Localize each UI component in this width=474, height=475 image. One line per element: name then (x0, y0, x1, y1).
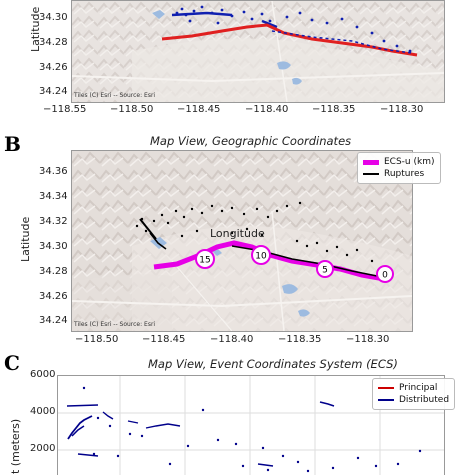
panel-a-ytick: 34.28 (39, 37, 68, 48)
panel-c-ytick: 2000 (30, 443, 56, 454)
ecs-marker: 5 (316, 260, 334, 278)
legend-entry-principal: Principal (378, 382, 449, 394)
panel-b-ytick: 34.30 (39, 241, 68, 252)
water-body (277, 61, 291, 70)
distributed-points (66, 386, 422, 473)
panel-a-map[interactable] (71, 0, 445, 103)
legend-swatch (363, 173, 379, 175)
legend-entry-ecs: ECS-u (km) (363, 156, 435, 168)
grid-lines (58, 376, 444, 475)
legend-label: Distributed (399, 395, 450, 405)
water-body (298, 309, 310, 317)
panel-a-xtick: −118.40 (245, 104, 289, 115)
legend-label: Principal (399, 383, 438, 393)
ecs-marker-label: 15 (199, 256, 210, 266)
legend-label: Ruptures (384, 169, 425, 179)
legend-entry-ruptures: Ruptures (363, 168, 435, 180)
panel-a-map-svg (72, 1, 444, 102)
panel-b-xtick: −118.50 (75, 334, 119, 345)
ecs-marker: 0 (376, 265, 394, 283)
panel-c-letter: C (4, 351, 20, 375)
panel-b-ytick: 34.26 (39, 291, 68, 302)
panel-c-plot[interactable] (57, 375, 445, 475)
panel-b-ylabel: Latitude (19, 216, 32, 262)
water-body (292, 77, 302, 85)
ecs-marker-label: 5 (322, 266, 328, 276)
panel-c-ytick: 4000 (30, 406, 56, 417)
panel-b-ytick: 34.36 (39, 166, 68, 177)
panel-a-xtick: −118.55 (43, 104, 87, 115)
panel-b-xtick: −118.45 (142, 334, 186, 345)
panel-a-ytick: 34.26 (39, 62, 68, 73)
panel-b-xlabel: Longitude (210, 227, 265, 240)
panel-c-ytick: 6000 (30, 369, 56, 380)
rupture-trace (139, 218, 157, 240)
panel-a-xtick: −118.50 (110, 104, 154, 115)
panel-a-xtick: −118.35 (312, 104, 356, 115)
water-body (282, 284, 298, 294)
panel-a-ytick: 34.24 (39, 86, 68, 97)
legend-swatch (378, 387, 394, 389)
panel-b-ytick: 34.28 (39, 266, 68, 277)
panel-b-xtick: −118.30 (346, 334, 390, 345)
panel-b-xtick: −118.40 (210, 334, 254, 345)
water-body (152, 10, 165, 19)
panel-a-ytick: 34.30 (39, 12, 68, 23)
panel-b-xtick: −118.35 (278, 334, 322, 345)
panel-c-legend: Principal Distributed (372, 378, 456, 410)
ecs-marker-label: 0 (382, 271, 388, 281)
panel-b-ytick: 34.24 (39, 315, 68, 326)
panel-a-xtick: −118.45 (177, 104, 221, 115)
panel-c-plot-svg (58, 376, 444, 475)
panel-b-ytick: 34.32 (39, 216, 68, 227)
legend-label: ECS-u (km) (384, 157, 435, 167)
panel-b-map[interactable]: 15 10 5 0 (71, 150, 413, 332)
ecs-marker-label: 10 (255, 252, 267, 262)
panel-c-ylabel: t (meters) (9, 418, 22, 474)
rupture-trace (149, 232, 167, 250)
ecs-marker: 10 (251, 245, 271, 265)
panel-a-xtick: −118.30 (380, 104, 424, 115)
panel-a-attribution: Tiles (C) Esri -- Source: Esri (74, 92, 156, 99)
panel-b-ytick: 34.34 (39, 191, 68, 202)
panel-b-attribution: Tiles (C) Esri -- Source: Esri (74, 321, 156, 328)
panel-b-legend: ECS-u (km) Ruptures (357, 152, 441, 184)
panel-b-map-svg: 15 10 5 0 (72, 151, 412, 331)
panel-c-title: Map View, Event Coordinates System (ECS) (148, 357, 398, 371)
ecs-marker: 15 (195, 249, 215, 269)
legend-swatch (363, 159, 379, 165)
legend-swatch (378, 399, 394, 401)
panel-b-title: Map View, Geographic Coordinates (150, 134, 352, 148)
legend-entry-distributed: Distributed (378, 394, 449, 406)
panel-b-letter: B (4, 132, 21, 156)
